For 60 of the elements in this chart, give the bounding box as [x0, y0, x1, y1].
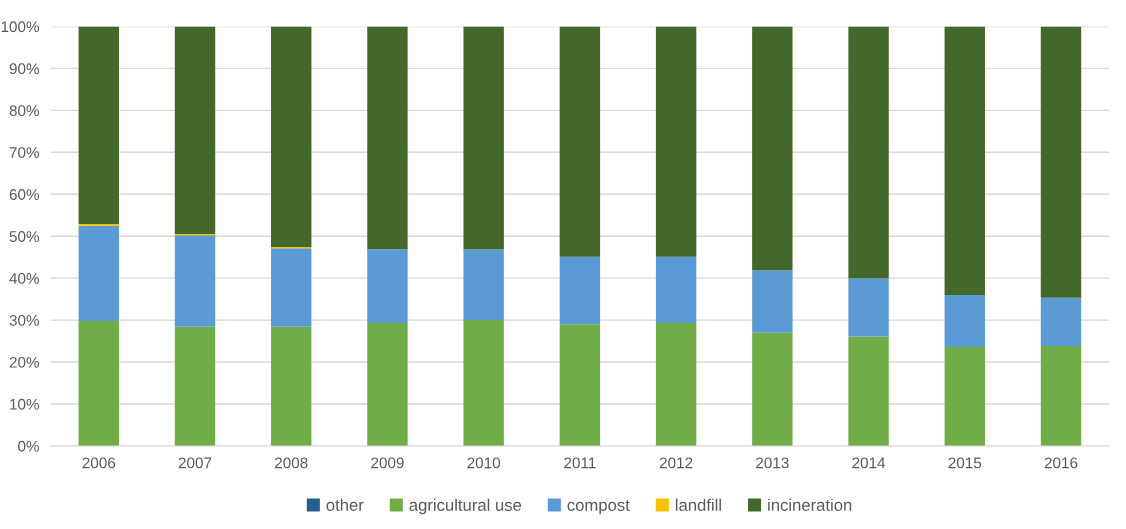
- bar: [559, 26, 601, 257]
- bar: [752, 270, 793, 333]
- bar: [78, 26, 119, 225]
- legend-label: landfill: [675, 498, 721, 511]
- y-tick-label: 80%: [9, 105, 40, 117]
- bar: [848, 26, 889, 279]
- bar: [174, 326, 216, 446]
- y-tick-label: 60%: [9, 189, 40, 200]
- x-tick-label: 2010: [467, 457, 501, 469]
- x-tick-label: 2011: [564, 457, 596, 469]
- bar: [559, 324, 601, 446]
- x-tick-label: 2006: [82, 457, 116, 469]
- y-tick-label: 70%: [9, 147, 40, 158]
- bar: [271, 26, 312, 248]
- bar: [944, 346, 985, 446]
- y-tick-label: 30%: [9, 314, 40, 326]
- bar: [174, 235, 216, 327]
- bar: [1040, 26, 1082, 298]
- bar: [367, 323, 408, 446]
- bar: [367, 26, 408, 250]
- bar: [271, 326, 312, 446]
- legend-label: compost: [567, 500, 630, 515]
- bar: [271, 248, 312, 327]
- y-tick-label: 90%: [9, 63, 40, 75]
- legend-label: other: [326, 498, 364, 511]
- bar: [463, 320, 504, 446]
- x-tick-label: 2015: [948, 457, 982, 469]
- bar: [559, 256, 601, 325]
- bar: [848, 336, 889, 446]
- y-tick-label: 40%: [9, 273, 40, 284]
- bar: [655, 256, 697, 324]
- bar: [463, 249, 504, 321]
- x-tick-label: 2012: [659, 457, 693, 469]
- y-tick-label: 10%: [10, 398, 40, 410]
- x-tick-label: 2014: [852, 457, 886, 469]
- bar: [1040, 346, 1082, 446]
- x-tick-label: 2007: [178, 457, 212, 469]
- bar: [463, 26, 504, 250]
- bar: [367, 249, 408, 324]
- y-tick-label: 100%: [1, 21, 40, 33]
- bar: [848, 278, 889, 337]
- y-tick-label: 20%: [9, 356, 40, 368]
- x-tick-label: 2008: [275, 457, 308, 469]
- bar: [655, 26, 697, 257]
- y-tick-label: 50%: [9, 231, 40, 242]
- legend-label: incineration: [768, 498, 852, 511]
- bar: [944, 294, 985, 347]
- bar: [1040, 297, 1082, 347]
- bar: [655, 323, 697, 446]
- x-tick-label: 2016: [1044, 457, 1078, 469]
- x-tick-label: 2013: [756, 457, 789, 469]
- bar: [752, 26, 793, 271]
- y-tick-label: 0%: [18, 440, 40, 452]
- bar: [78, 225, 119, 321]
- bar: [174, 26, 216, 235]
- x-tick-label: 2009: [371, 457, 404, 469]
- bar: [944, 26, 985, 295]
- legend-label: agricultural use: [409, 498, 522, 515]
- bar: [78, 320, 119, 446]
- bar: [752, 332, 793, 446]
